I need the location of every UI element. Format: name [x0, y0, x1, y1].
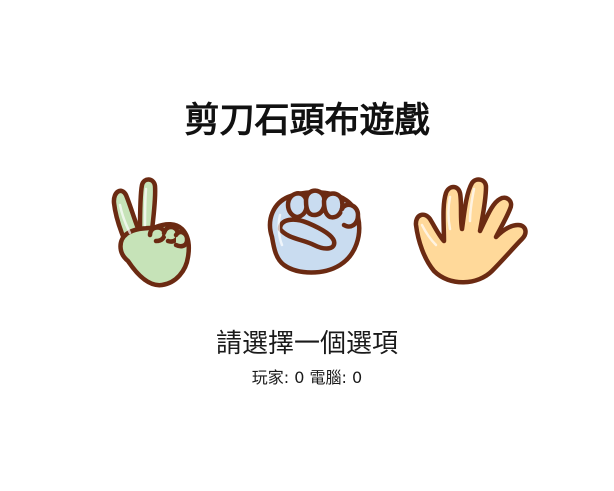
scissors-hand-icon	[111, 177, 191, 288]
player-score-value: 0	[294, 368, 305, 387]
computer-score-value: 0	[352, 368, 363, 387]
rock-button[interactable]	[258, 179, 368, 279]
page-title: 剪刀石頭布遊戲	[184, 101, 430, 141]
scissors-button[interactable]	[104, 175, 200, 293]
paper-hand-icon	[413, 177, 528, 285]
computer-score-label: 電腦:	[309, 368, 347, 387]
paper-button[interactable]	[410, 175, 532, 290]
status-message: 請選擇一個選項	[215, 329, 398, 359]
score-display: 玩家: 0 電腦: 0	[0, 367, 614, 389]
player-score-label: 玩家:	[251, 368, 290, 387]
rock-fist-icon	[267, 188, 362, 275]
